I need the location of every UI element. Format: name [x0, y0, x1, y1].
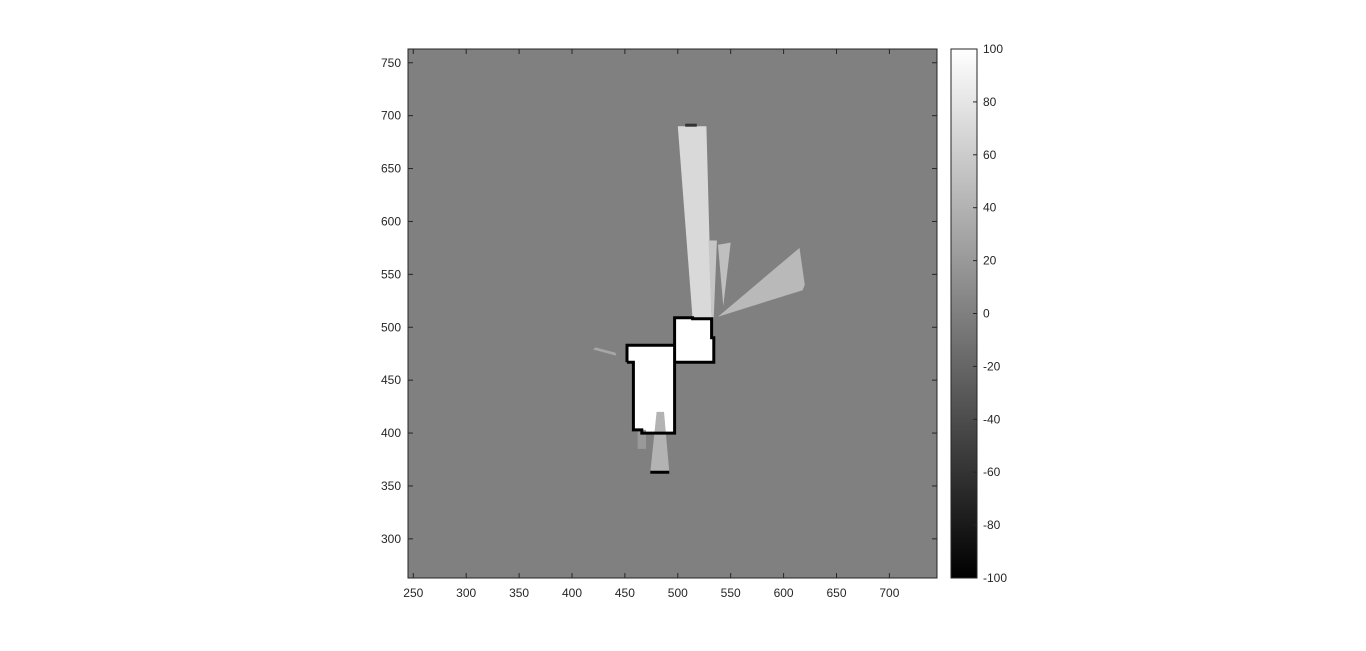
plot-frame: [407, 48, 938, 579]
colorbar-tick-label: 0: [983, 307, 990, 321]
x-tick-label: 250: [403, 586, 423, 600]
x-axis: 250 300 350 400 450 500 550 600 650 700: [403, 49, 900, 600]
map-obstacles: [625, 123, 716, 474]
y-tick-label: 750: [381, 56, 401, 70]
x-tick-label: 650: [826, 586, 846, 600]
colorbar-ticks: 100 80 60 40 20 0 -20 -40 -60 -80 -100: [973, 42, 1007, 585]
colorbar-tick-label: -80: [983, 518, 1001, 532]
y-tick-label: 700: [381, 109, 401, 123]
colorbar-tick-label: 20: [983, 254, 997, 268]
x-tick-label: 500: [668, 586, 688, 600]
region-scan-ray-west: [593, 347, 617, 356]
y-tick-label: 650: [381, 162, 401, 176]
y-tick-label: 300: [381, 532, 401, 546]
y-tick-label: 500: [381, 320, 401, 334]
y-tick-label: 350: [381, 479, 401, 493]
x-tick-label: 350: [509, 586, 529, 600]
colorbar-tick-label: -100: [983, 571, 1007, 585]
region-free-space-room-right: [674, 317, 714, 363]
colorbar-tick-label: 100: [983, 42, 1003, 56]
colorbar-tick-label: 40: [983, 201, 997, 215]
y-tick-label: 400: [381, 426, 401, 440]
region-scan-strip-south-left: [637, 429, 646, 449]
x-tick-label: 300: [456, 586, 476, 600]
x-tick-label: 550: [721, 586, 741, 600]
colorbar-tick-label: -60: [983, 465, 1001, 479]
y-tick-label: 600: [381, 214, 401, 228]
colorbar-tick-label: 80: [983, 95, 997, 109]
x-tick-label: 600: [774, 586, 794, 600]
y-axis: 300 350 400 450 500 550 600 650 700 750: [381, 56, 937, 546]
x-tick-label: 700: [879, 586, 899, 600]
colorbar-gradient: [950, 48, 978, 579]
region-scan-corridor-north-right: [708, 240, 717, 319]
colorbar-tick-label: -20: [983, 359, 1001, 373]
y-tick-label: 450: [381, 373, 401, 387]
region-scan-cone-northeast: [718, 242, 731, 307]
x-tick-label: 450: [615, 586, 635, 600]
region-scan-cone-south: [650, 411, 670, 473]
colorbar: 100 80 60 40 20 0 -20 -40 -60 -80 -100: [950, 42, 1007, 585]
region-scan-cone-north: [677, 126, 712, 319]
region-scan-fan-east: [718, 247, 805, 317]
colorbar-tick-label: 60: [983, 148, 997, 162]
y-tick-label: 550: [381, 267, 401, 281]
region-free-space-room-left: [627, 345, 675, 434]
colorbar-tick-label: -40: [983, 412, 1001, 426]
plot-area: [407, 48, 938, 579]
x-tick-label: 400: [562, 586, 582, 600]
map-background: [408, 49, 937, 578]
map-regions: [593, 126, 805, 473]
obstacle-wall-room-left: [625, 316, 716, 435]
